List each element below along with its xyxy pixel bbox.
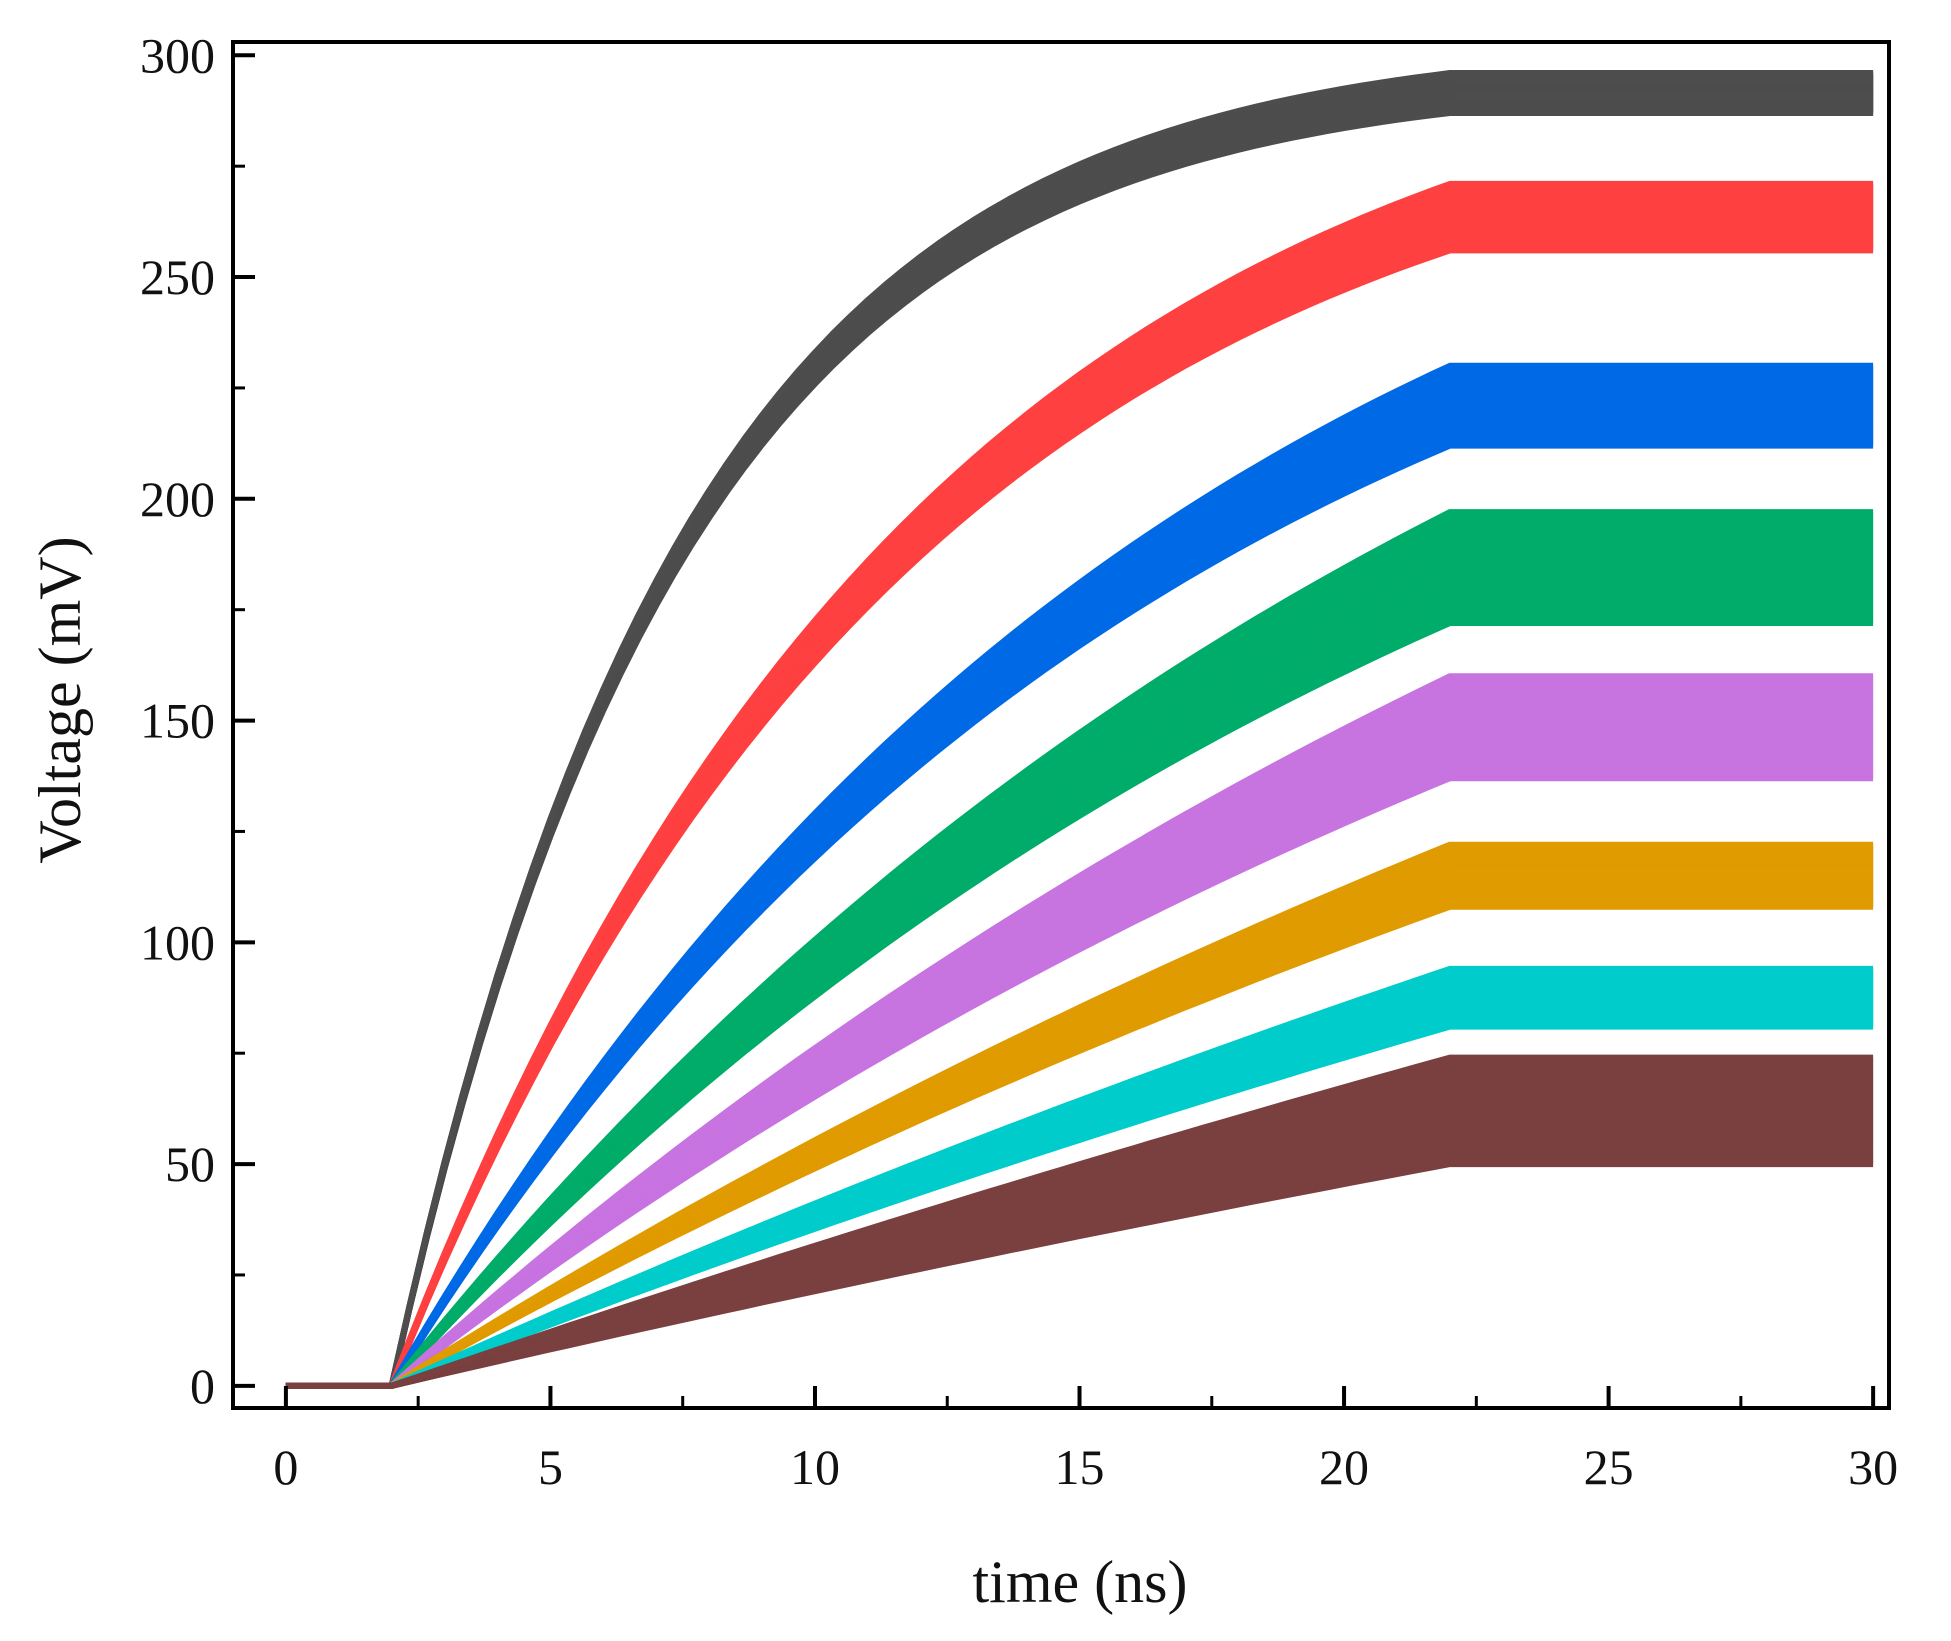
y-tick-label: 250: [140, 249, 215, 305]
x-tick-label: 15: [1055, 1439, 1105, 1495]
x-tick-label: 0: [273, 1439, 298, 1495]
series-group-3: [285, 362, 1874, 1389]
y-tick-label: 0: [190, 1358, 215, 1414]
y-tick-label: 200: [140, 471, 215, 527]
x-tick-label: 20: [1319, 1439, 1369, 1495]
trace-group-8-42: [285, 1054, 1874, 1389]
series-group-2: [285, 180, 1874, 1389]
y-tick-label: 300: [140, 27, 215, 83]
trace-group-7-42: [285, 965, 1874, 1389]
y-axis-title: Voltage (mV): [27, 536, 93, 863]
trace-group-3-42: [285, 362, 1874, 1389]
x-tick-label: 25: [1584, 1439, 1634, 1495]
trace-group-2-42: [285, 180, 1874, 1389]
series-layer: [285, 70, 1874, 1389]
trace-group-5-42: [285, 673, 1874, 1389]
x-tick-label: 5: [538, 1439, 563, 1495]
series-group-1: [285, 70, 1874, 1389]
y-tick-label: 100: [140, 914, 215, 970]
y-tick-label: 150: [140, 693, 215, 749]
trace-group-4-42: [285, 509, 1874, 1389]
x-tick-label: 30: [1848, 1439, 1898, 1495]
series-group-6: [285, 841, 1874, 1389]
trace-group-1-42: [285, 70, 1874, 1389]
plot-frame: [231, 40, 1891, 1410]
x-tick-label: 10: [790, 1439, 840, 1495]
series-group-7: [285, 965, 1874, 1389]
series-group-4: [285, 509, 1874, 1389]
trace-group-6-42: [285, 841, 1874, 1389]
series-group-5: [285, 673, 1874, 1389]
y-tick-label: 50: [165, 1136, 215, 1192]
series-group-8: [285, 1054, 1874, 1389]
x-axis-title: time (ns): [973, 1549, 1188, 1615]
